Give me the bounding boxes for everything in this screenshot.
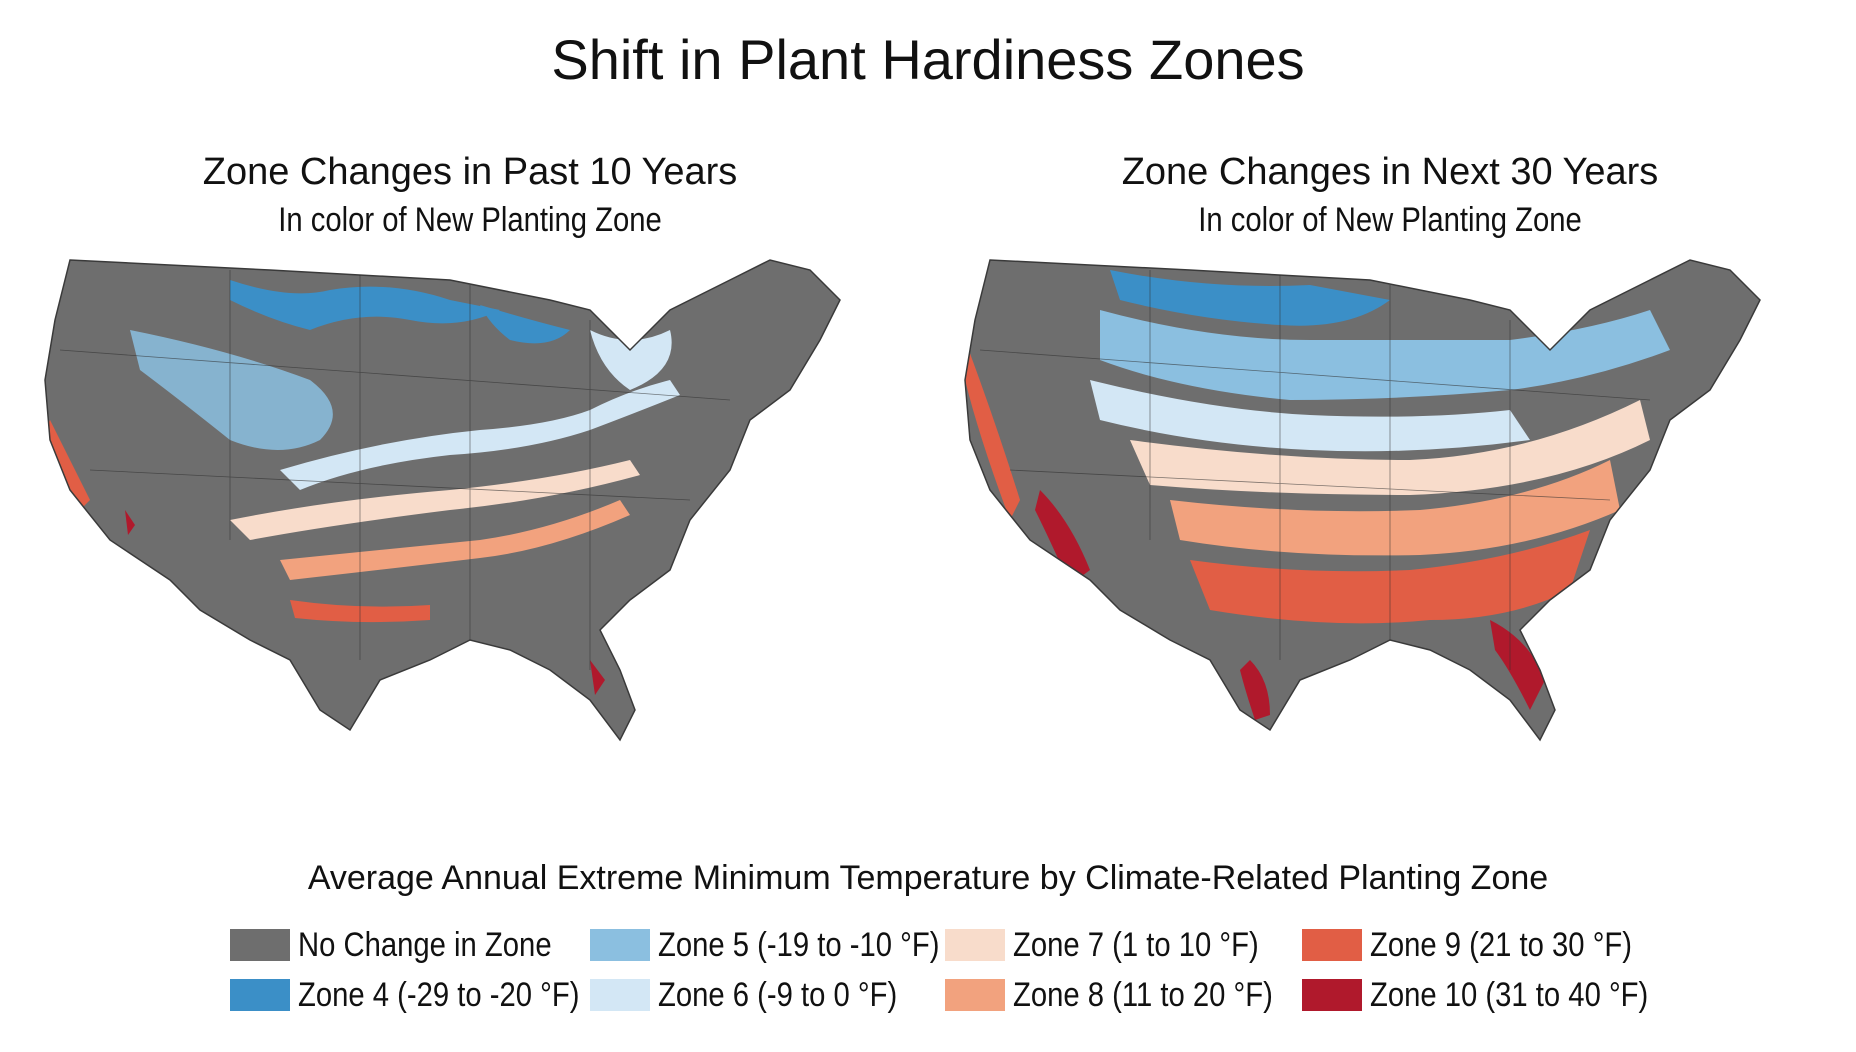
past-panel-subtitle: In color of New Planting Zone — [278, 201, 662, 239]
next-panel-title: Zone Changes in Next 30 Years — [1121, 151, 1659, 193]
legend-item-zone-8: Zone 8 (11 to 20 °F) — [945, 975, 1315, 1015]
legend-label: Zone 5 (-19 to -10 °F) — [658, 926, 940, 964]
legend-swatch — [1302, 929, 1362, 961]
legend-item-zone-9: Zone 9 (21 to 30 °F) — [1302, 925, 1675, 965]
legend-item-zone-4: Zone 4 (-29 to -20 °F) — [230, 975, 625, 1015]
legend-item-zone-7: Zone 7 (1 to 10 °F) — [945, 925, 1299, 965]
legend-swatch — [590, 929, 650, 961]
legend-swatch — [230, 929, 290, 961]
legend-swatch — [590, 979, 650, 1011]
legend-item-zone-6: Zone 6 (-9 to 0 °F) — [590, 975, 936, 1015]
next-30-years-panel: Zone Changes in Next 30 Years In color o… — [950, 150, 1830, 240]
legend-swatch — [1302, 979, 1362, 1011]
legend-label: Zone 8 (11 to 20 °F) — [1013, 976, 1273, 1014]
legend-title: Average Annual Extreme Minimum Temperatu… — [307, 859, 1549, 897]
legend: No Change in Zone Zone 4 (-29 to -20 °F)… — [230, 925, 1730, 1025]
legend-label: Zone 6 (-9 to 0 °F) — [658, 976, 898, 1014]
legend-label: Zone 9 (21 to 30 °F) — [1370, 926, 1632, 964]
legend-label: Zone 4 (-29 to -20 °F) — [298, 976, 580, 1014]
past-10-years-map — [30, 240, 910, 820]
legend-label: Zone 7 (1 to 10 °F) — [1013, 926, 1259, 964]
legend-swatch — [945, 929, 1005, 961]
legend-swatch — [945, 979, 1005, 1011]
legend-item-zone-10: Zone 10 (31 to 40 °F) — [1302, 975, 1694, 1015]
legend-label: No Change in Zone — [298, 926, 552, 964]
past-10-years-panel: Zone Changes in Past 10 Years In color o… — [30, 150, 910, 240]
legend-label: Zone 10 (31 to 40 °F) — [1370, 976, 1649, 1014]
past-panel-title: Zone Changes in Past 10 Years — [202, 151, 738, 193]
next-panel-subtitle: In color of New Planting Zone — [1198, 201, 1582, 239]
legend-item-zone-5: Zone 5 (-19 to -10 °F) — [590, 925, 985, 965]
legend-item-no-change: No Change in Zone — [230, 925, 593, 965]
next-30-years-map — [950, 240, 1830, 820]
page-title: Shift in Plant Hardiness Zones — [551, 28, 1305, 91]
legend-swatch — [230, 979, 290, 1011]
